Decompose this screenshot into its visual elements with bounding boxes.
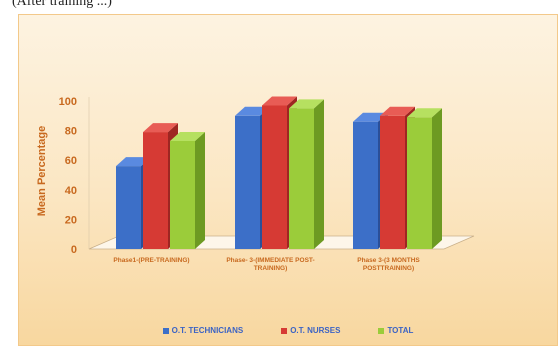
bar: [289, 99, 324, 250]
y-axis-ticks: 0 20 40 60 80 100: [59, 96, 77, 256]
bar: [407, 108, 442, 249]
chart-panel: 0 20 40 60 80 100 Phase1-(PRE-TRAINING) Phase-…: [18, 14, 558, 346]
bar: [170, 131, 205, 249]
bar-top: [380, 106, 415, 116]
x-axis-ticks: Phase1-(PRE-TRAINING) Phase- 3-(IMMEDIATE…: [113, 257, 420, 272]
x-tick-label: Phase- 3-(IMMEDIATE POST-TRAINING): [226, 257, 314, 272]
bar-front: [170, 140, 195, 249]
legend-item: O.T. TECHNICIANS: [162, 326, 244, 335]
bar-front: [116, 166, 141, 249]
bar-top: [262, 96, 297, 106]
y-tick-label: 20: [65, 214, 77, 226]
bar-top: [407, 108, 442, 118]
legend-swatch: [281, 327, 288, 334]
bar-side: [314, 99, 324, 250]
x-tick-label: Phase1-(PRE-TRAINING): [113, 257, 189, 264]
legend-item: O.T. NURSES: [281, 326, 340, 335]
bar-front: [289, 108, 314, 250]
bar-top: [116, 157, 151, 167]
bar-top: [170, 131, 205, 141]
y-tick-label: 60: [65, 155, 77, 167]
bar-top: [143, 123, 178, 133]
y-tick-label: 0: [71, 244, 77, 256]
legend-item: TOTAL: [378, 326, 413, 335]
legend-label: TOTAL: [387, 326, 414, 335]
legend-swatch: [378, 327, 385, 334]
bar-front: [407, 117, 432, 249]
y-tick-label: 100: [59, 96, 77, 108]
bar-front: [353, 121, 378, 249]
bar-chart: 0 20 40 60 80 100 Phase1-(PRE-TRAINING) Phase-…: [36, 96, 475, 272]
bar-front: [235, 115, 260, 249]
legend-swatch: [162, 327, 169, 334]
top-caption: (After training ...): [12, 0, 112, 9]
y-axis-label: Mean Percentage: [36, 126, 48, 216]
bar-top: [353, 112, 388, 122]
x-tick-label: Phase 3-(3 MONTHS POSTTRAINING): [357, 257, 420, 272]
bar-top: [235, 106, 270, 116]
y-tick-label: 40: [65, 185, 77, 197]
legend: O.T. TECHNICIANS O.T. NURSES TOTAL: [19, 326, 557, 335]
bar-front: [262, 105, 287, 249]
bar-side: [432, 108, 442, 249]
legend-label: O.T. NURSES: [290, 326, 341, 335]
bar-side: [195, 131, 205, 249]
legend-label: O.T. TECHNICIANS: [171, 326, 244, 335]
bar-front: [380, 115, 405, 249]
y-tick-label: 80: [65, 126, 77, 138]
bar-top: [289, 99, 324, 109]
bar-front: [143, 132, 168, 249]
bars: [116, 96, 442, 250]
